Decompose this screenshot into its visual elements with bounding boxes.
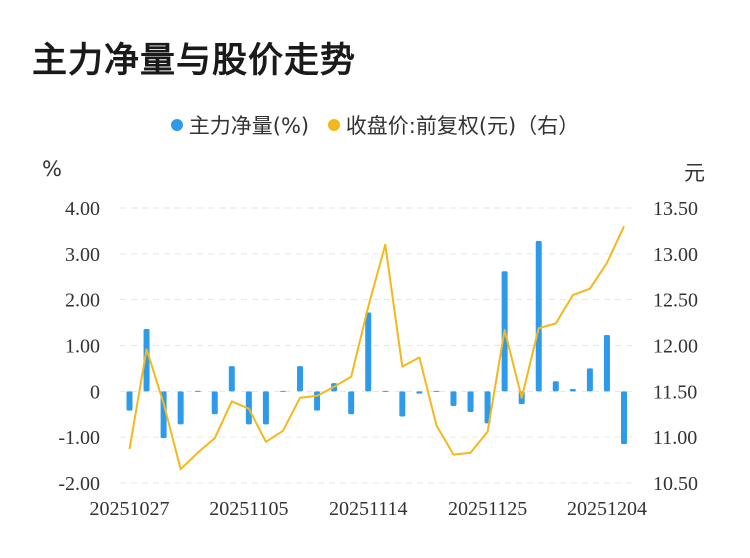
bar: [569, 389, 576, 392]
bar: [262, 391, 269, 425]
bar: [586, 368, 593, 392]
bar: [399, 391, 406, 417]
bar: [211, 391, 218, 415]
bar: [365, 312, 372, 392]
legend-line-label: 收盘价:前复权(元)（右）: [345, 114, 580, 138]
bar: [160, 391, 167, 439]
bar: [621, 391, 627, 445]
price-line: [128, 225, 625, 471]
x-axis-tick-label: 20251027: [90, 498, 170, 520]
right-axis-tick-label: 11.50: [653, 381, 697, 403]
bar: [297, 366, 304, 392]
bar: [194, 390, 201, 392]
bar: [382, 390, 389, 392]
right-axis-tick-label: 13.50: [653, 198, 698, 220]
bar: [603, 334, 610, 392]
legend: 主力净量(%) 收盘价:前复权(元)（右）: [0, 110, 750, 140]
bar: [143, 329, 150, 392]
bar: [126, 391, 133, 411]
legend-bar-marker: [170, 119, 183, 131]
bar: [433, 390, 440, 392]
left-axis-tick-label: 4.00: [65, 198, 100, 220]
x-axis-tick-label: 20251204: [567, 498, 647, 520]
left-axis-tick-label: 0: [90, 381, 100, 403]
bar: [416, 391, 423, 394]
left-axis-tick-label: 3.00: [65, 244, 100, 266]
bar: [348, 391, 355, 415]
x-axis-tick-label: 20251114: [329, 498, 408, 520]
right-axis-tick-label: 10.50: [653, 473, 698, 495]
legend-line-marker: [327, 119, 340, 131]
bar: [484, 391, 491, 424]
x-axis-tick-label: 20251105: [209, 498, 288, 520]
bar: [228, 366, 235, 392]
bar: [177, 391, 184, 425]
legend-item-line[interactable]: 收盘价:前复权(元)（右）: [327, 110, 580, 140]
left-axis-tick-label: -1.00: [58, 427, 100, 449]
right-axis-unit: 元: [684, 161, 705, 185]
bar: [535, 241, 542, 392]
bar: [552, 381, 559, 392]
right-axis-tick-label: 11.00: [653, 427, 697, 449]
right-axis-tick-label: 12.00: [653, 336, 698, 358]
chart-title: 主力净量与股价走势: [32, 41, 357, 81]
bar: [467, 391, 474, 412]
left-axis-tick-label: -2.00: [58, 473, 100, 495]
right-axis-tick-label: 13.00: [653, 244, 698, 266]
legend-item-bar[interactable]: 主力净量(%): [170, 110, 310, 140]
bar: [450, 391, 457, 406]
legend-bar-label: 主力净量(%): [188, 114, 310, 138]
left-axis-tick-label: 2.00: [65, 290, 100, 312]
left-axis-unit: %: [42, 157, 62, 181]
bar: [279, 390, 286, 392]
left-axis-tick-label: 1.00: [65, 336, 100, 358]
x-axis-tick-label: 20251125: [448, 498, 527, 520]
right-axis-tick-label: 12.50: [653, 290, 698, 312]
